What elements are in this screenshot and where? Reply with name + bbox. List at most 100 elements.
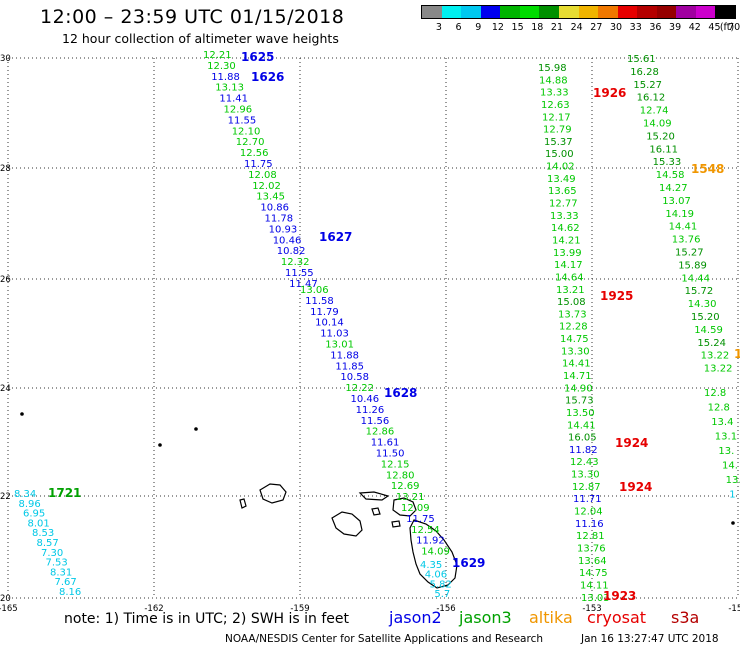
colorbar-segment [637, 6, 657, 18]
swh-value: 11.16 [575, 519, 604, 530]
pass-label: 1923 [603, 589, 636, 603]
swh-value: 11.47 [289, 279, 318, 290]
swh-value: 15.27 [633, 80, 662, 91]
map-grid [7, 57, 739, 599]
swh-value: 13.33 [540, 88, 569, 99]
swh-value: 12.69 [391, 481, 420, 492]
pass-labels: 1625 1626 1627 1628 1629 1926 1925 1924 1924 1923… [48, 50, 740, 603]
colorbar-segment [441, 6, 462, 18]
island-molokai [358, 491, 390, 501]
swh-value: 15.27 [675, 248, 704, 259]
pass-label-edge: 1 [734, 347, 740, 361]
swh-value: 10.82 [277, 246, 306, 257]
swh-value: 14.44 [681, 273, 710, 284]
y-axis-tick: 28 [0, 164, 11, 174]
pass-label: 1629 [452, 556, 485, 570]
swh-value: 14.09 [421, 547, 450, 558]
swh-value: 12.70 [236, 137, 265, 148]
swh-value: 4.35 [420, 560, 442, 571]
swh-value: 12.10 [232, 126, 261, 137]
x-axis-tick: -156 [436, 604, 455, 614]
swh-value: 12.30 [207, 61, 236, 72]
swh-value: 4.06 [425, 570, 447, 581]
pass-label: 1627 [319, 230, 352, 244]
pass-label: 1625 [241, 50, 274, 64]
swh-value: 12.8 [708, 403, 730, 414]
swh-value: 15.00 [545, 149, 574, 160]
swh-value: 13.22 [704, 364, 733, 375]
swh-value: 5.82 [430, 579, 452, 590]
swh-value: 10.58 [340, 372, 369, 383]
x-axis-tick: -162 [144, 604, 163, 614]
colorbar-segment [578, 6, 599, 18]
swh-value: 14.30 [688, 299, 717, 310]
islet-1 [20, 412, 24, 416]
swh-value: 15.72 [685, 286, 714, 297]
swh-value: 13.01 [325, 340, 354, 351]
swh-value: 11.61 [371, 438, 400, 449]
legend-item-jason3: jason3 [459, 608, 512, 627]
swh-value: 15.89 [678, 260, 707, 271]
y-axis-tick: 22 [0, 492, 11, 502]
colorbar-tick: 9 [475, 22, 482, 33]
island-niihau [239, 498, 247, 509]
island-lanai [371, 507, 381, 516]
swh-value: 11.26 [356, 405, 385, 416]
footnote: note: 1) Time is in UTC; 2) SWH is in fe… [64, 611, 350, 627]
swh-value: 8.96 [19, 499, 41, 510]
colorbar-segment [480, 6, 501, 18]
swh-value: 8.31 [50, 567, 72, 578]
page-subtitle: 12 hour collection of altimeter wave hei… [62, 31, 339, 46]
pass-label: 1924 [619, 480, 652, 494]
colorbar-segment [715, 6, 735, 18]
colorbar-tick: 33 [629, 22, 642, 33]
swh-value: 12.43 [570, 457, 599, 468]
swh-value: 13.30 [571, 470, 600, 481]
swh-value: 8.57 [37, 538, 59, 549]
pass-label: 1925 [600, 289, 633, 303]
pass-label: 1721 [48, 486, 81, 500]
swh-value: 12.86 [366, 427, 395, 438]
swh-value: 12.74 [640, 106, 669, 117]
pass-label: 1628 [384, 386, 417, 400]
swh-value: 11.58 [305, 296, 334, 307]
generated-timestamp: Jan 16 13:27:47 UTC 2018 [581, 633, 719, 645]
swh-value: 13.07 [662, 196, 691, 207]
swh-value: 13.22 [701, 351, 730, 362]
swh-value: 14.41 [562, 359, 591, 370]
swh-value: 11.41 [219, 94, 248, 105]
colorbar-tick: 18 [531, 22, 544, 33]
swh-value: 14.88 [539, 75, 568, 86]
y-axis-tick: 24 [0, 384, 11, 394]
swh-value: 15.20 [691, 312, 720, 323]
swh-value: 13.73 [558, 309, 587, 320]
swh-value: 12.28 [559, 322, 588, 333]
swh-value: 16.12 [637, 93, 666, 104]
swh-value: 14.02 [546, 162, 575, 173]
swh-value: 14. [722, 461, 738, 472]
swh-value: 11.88 [330, 350, 359, 361]
swh-value: 12.96 [224, 105, 253, 116]
island-maui [392, 497, 417, 517]
swh-value: 14.90 [564, 383, 593, 394]
swh-value: 13.06 [300, 285, 329, 296]
swh-value: 13.21 [556, 285, 585, 296]
swh-value: 6.95 [23, 509, 45, 520]
colorbar-segment [461, 6, 481, 18]
swh-value: 13.45 [256, 192, 285, 203]
swh-value: 14.41 [567, 420, 596, 431]
pass-label: 1548 [691, 162, 724, 176]
colorbar-tick: 21 [550, 22, 564, 33]
swh-value: 14.19 [665, 209, 694, 220]
swh-value: 11.50 [376, 449, 405, 460]
swh-value: 10.93 [269, 224, 298, 235]
colorbar-tick: 24 [570, 22, 583, 33]
swh-value: 15.24 [697, 338, 726, 349]
island-hawaii [409, 519, 458, 589]
swh-value: 12.81 [576, 531, 605, 542]
swh-value: 13.33 [550, 211, 579, 222]
colorbar-segment [500, 6, 520, 18]
swh-value: 13.03 [581, 593, 610, 604]
colorbar-tick: 6 [455, 22, 462, 33]
colorbar-tick: 39 [669, 22, 682, 33]
